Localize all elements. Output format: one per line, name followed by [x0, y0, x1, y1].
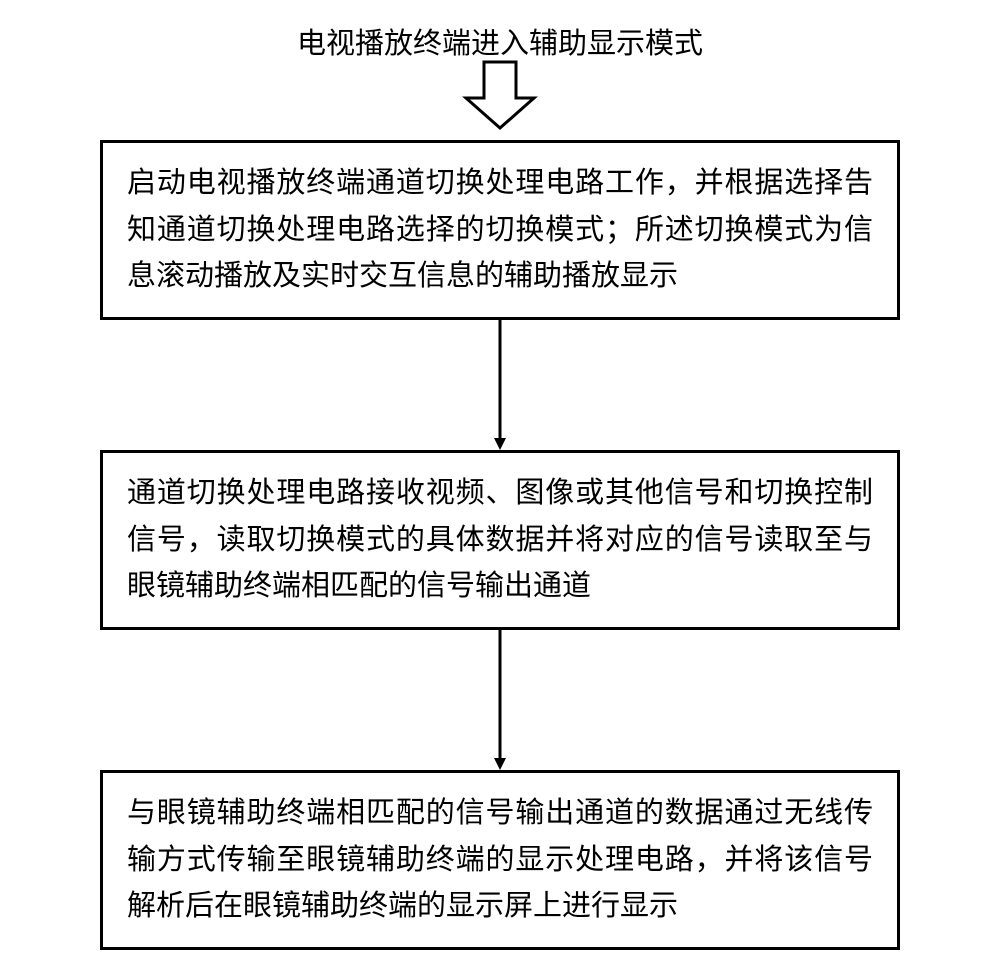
flow-step: 与眼镜辅助终端相匹配的信号输出通道的数据通过无线传输方式传输至眼镜辅助终端的显示…: [100, 770, 900, 950]
flow-step: 启动电视播放终端通道切换处理电路工作，并根据选择告知通道切换处理电路选择的切换模…: [100, 140, 900, 320]
flow-title: 电视播放终端进入辅助显示模式: [280, 20, 720, 62]
outline-arrow-icon: [462, 58, 538, 132]
flow-step: 通道切换处理电路接收视频、图像或其他信号和切换控制信号，读取切换模式的具体数据并…: [100, 450, 900, 630]
arrow-2-icon: [480, 630, 520, 772]
flow-step-text: 启动电视播放终端通道切换处理电路工作，并根据选择告知通道切换处理电路选择的切换模…: [103, 144, 897, 315]
flow-step-text: 通道切换处理电路接收视频、图像或其他信号和切换控制信号，读取切换模式的具体数据并…: [103, 454, 897, 625]
flow-step-text: 与眼镜辅助终端相匹配的信号输出通道的数据通过无线传输方式传输至眼镜辅助终端的显示…: [103, 774, 897, 945]
arrow-1-icon: [480, 320, 520, 452]
